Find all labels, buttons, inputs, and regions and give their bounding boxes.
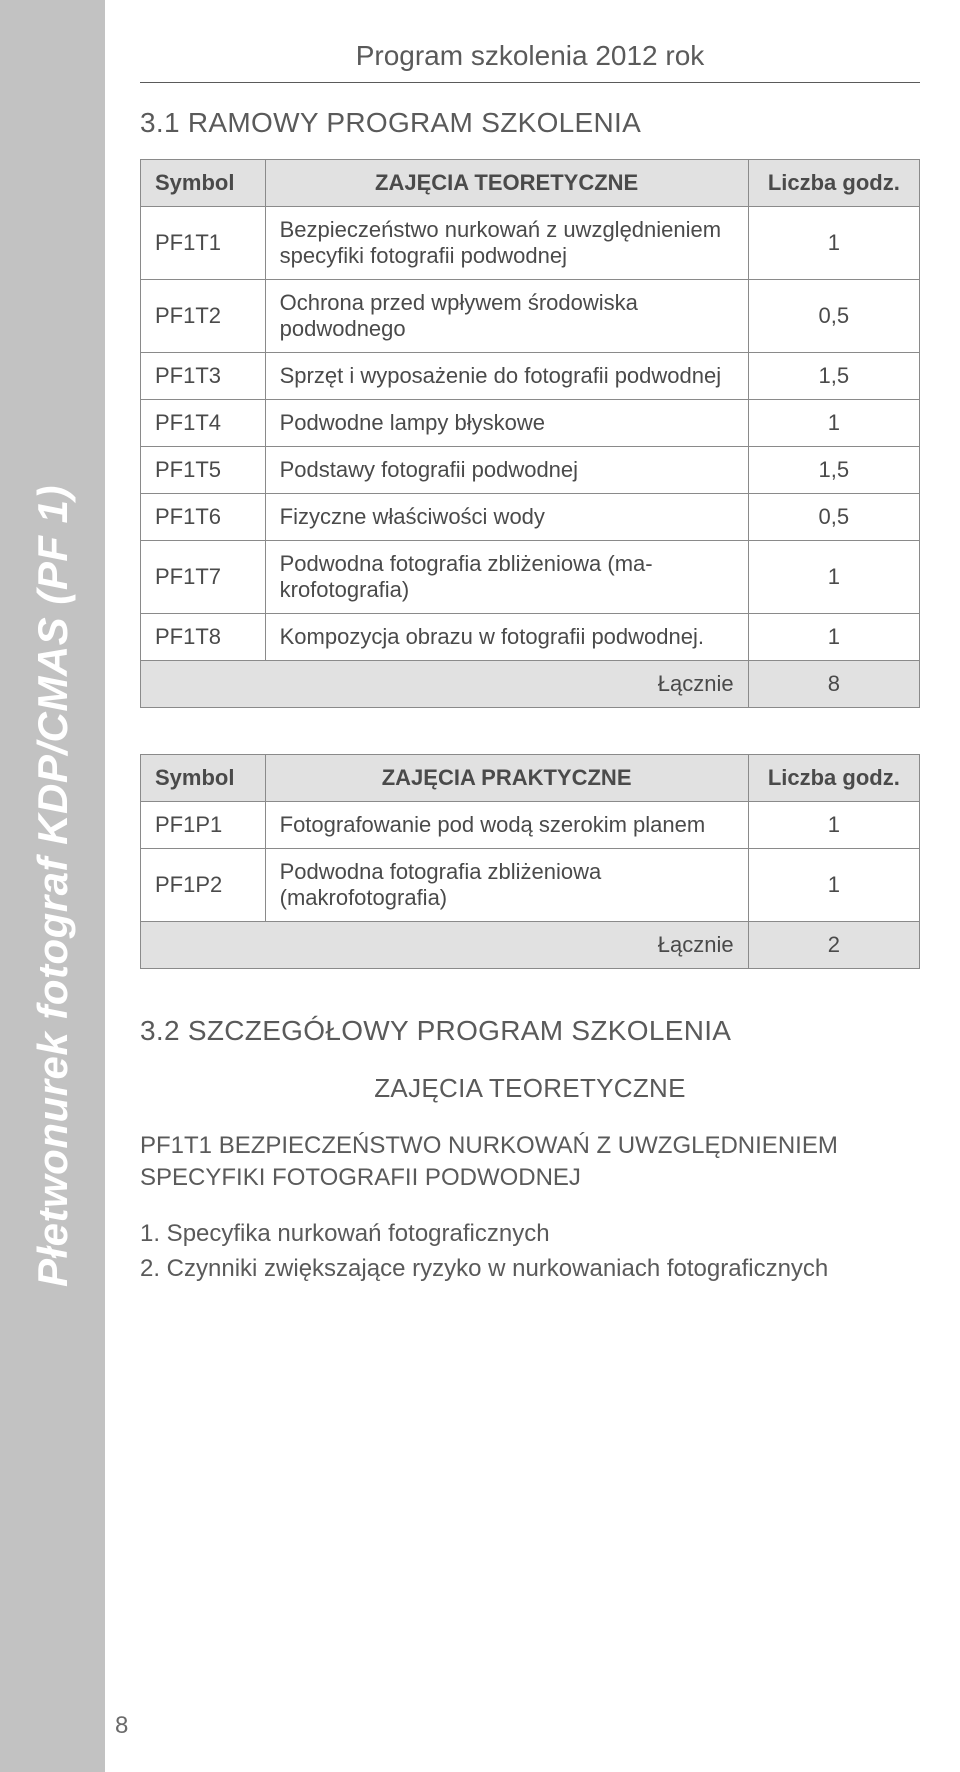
cell-symbol: PF1T5: [141, 447, 266, 494]
cell-desc: Podwodne lampy błyskowe: [265, 400, 748, 447]
table-total-row: Łącznie 8: [141, 661, 920, 708]
page-number: 8: [115, 1712, 128, 1740]
cell-desc: Podstawy fotografii podwodnej: [265, 447, 748, 494]
cell-symbol: PF1T1: [141, 207, 266, 280]
cell-val: 1,5: [748, 447, 919, 494]
cell-val: 1: [748, 849, 919, 922]
section-heading-1: 3.1 RAMOWY PROGRAM SZKOLENIA: [140, 107, 920, 139]
total-val: 8: [748, 661, 919, 708]
list-item: 1. Specyfika nurkowań fotograficznych: [140, 1217, 920, 1251]
table-row: PF1T6 Fizyczne właściwości wody 0,5: [141, 494, 920, 541]
cell-val: 1: [748, 802, 919, 849]
cell-val: 1,5: [748, 353, 919, 400]
cell-desc: Fotografowanie pod wodą szerokim planem: [265, 802, 748, 849]
table-row: PF1T7 Podwodna fotografia zbliżeniowa (m…: [141, 541, 920, 614]
cell-val: 1: [748, 614, 919, 661]
side-tab-label: Płetwonurek fotograf KDP/CMAS (PF 1): [29, 485, 77, 1287]
cell-desc: Sprzęt i wyposażenie do fotografii pod­w…: [265, 353, 748, 400]
th-val: Liczba godz.: [748, 160, 919, 207]
table-header-row: Symbol ZAJĘCIA TEORETYCZNE Liczba godz.: [141, 160, 920, 207]
table-row: PF1P2 Podwodna fotografia zbliżeniowa (m…: [141, 849, 920, 922]
th-symbol: Symbol: [141, 160, 266, 207]
cell-val: 1: [748, 541, 919, 614]
cell-desc: Ochrona przed wpływem środowiska podwodn…: [265, 280, 748, 353]
cell-val: 0,5: [748, 280, 919, 353]
cell-desc: Bezpieczeństwo nurkowań z uwzględ­nienie…: [265, 207, 748, 280]
cell-desc: Fizyczne właściwości wody: [265, 494, 748, 541]
th-desc: ZAJĘCIA PRAKTYCZNE: [265, 755, 748, 802]
table-row: PF1T3 Sprzęt i wyposażenie do fotografii…: [141, 353, 920, 400]
cell-symbol: PF1T8: [141, 614, 266, 661]
table-row: PF1T2 Ochrona przed wpływem środowiska p…: [141, 280, 920, 353]
table-header-row: Symbol ZAJĘCIA PRAKTYCZNE Liczba godz.: [141, 755, 920, 802]
cell-symbol: PF1T4: [141, 400, 266, 447]
cell-val: 1: [748, 207, 919, 280]
th-desc: ZAJĘCIA TEORETYCZNE: [265, 160, 748, 207]
total-label: Łącznie: [141, 922, 749, 969]
section-heading-2: 3.2 SZCZEGÓŁOWY PROGRAM SZKOLENIA: [140, 1015, 920, 1047]
cell-symbol: PF1P1: [141, 802, 266, 849]
table-theory: Symbol ZAJĘCIA TEORETYCZNE Liczba godz. …: [140, 159, 920, 708]
document-title: Program szkolenia 2012 rok: [140, 40, 920, 83]
cell-symbol: PF1T3: [141, 353, 266, 400]
total-val: 2: [748, 922, 919, 969]
table-row: PF1T5 Podstawy fotografii podwodnej 1,5: [141, 447, 920, 494]
th-symbol: Symbol: [141, 755, 266, 802]
list-item: 2. Czynniki zwiększające ryzyko w nurkow…: [140, 1252, 920, 1286]
page-content: Program szkolenia 2012 rok 3.1 RAMOWY PR…: [140, 40, 920, 1288]
side-tab: Płetwonurek fotograf KDP/CMAS (PF 1): [0, 0, 105, 1772]
table-row: PF1T1 Bezpieczeństwo nurkowań z uwzględ­…: [141, 207, 920, 280]
cell-desc: Podwodna fotografia zbliżeniowa (ma­krof…: [265, 541, 748, 614]
table-total-row: Łącznie 2: [141, 922, 920, 969]
cell-val: 1: [748, 400, 919, 447]
cell-symbol: PF1T7: [141, 541, 266, 614]
cell-val: 0,5: [748, 494, 919, 541]
table-row: PF1T4 Podwodne lampy błyskowe 1: [141, 400, 920, 447]
cell-symbol: PF1T6: [141, 494, 266, 541]
block-title: PF1T1 BEZPIECZEŃSTWO NURKOWAŃ Z UWZGLĘDN…: [140, 1130, 920, 1195]
table-practice: Symbol ZAJĘCIA PRAKTYCZNE Liczba godz. P…: [140, 754, 920, 969]
table-row: PF1P1 Fotografowanie pod wodą szerokim p…: [141, 802, 920, 849]
cell-symbol: PF1P2: [141, 849, 266, 922]
sub-heading: ZAJĘCIA TEORETYCZNE: [140, 1073, 920, 1104]
cell-desc: Kompozycja obrazu w fotografii pod­wodne…: [265, 614, 748, 661]
table-row: PF1T8 Kompozycja obrazu w fotografii pod…: [141, 614, 920, 661]
cell-desc: Podwodna fotografia zbliżeniowa (makrofo…: [265, 849, 748, 922]
th-val: Liczba godz.: [748, 755, 919, 802]
cell-symbol: PF1T2: [141, 280, 266, 353]
total-label: Łącznie: [141, 661, 749, 708]
